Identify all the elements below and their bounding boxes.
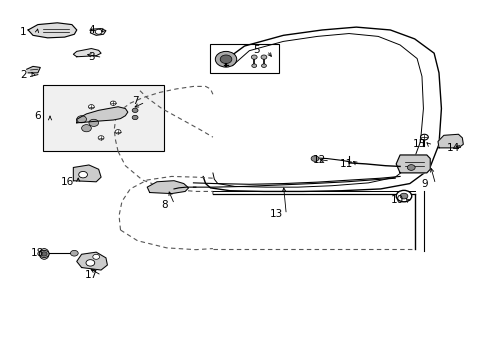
Ellipse shape — [39, 249, 49, 259]
Circle shape — [79, 171, 87, 178]
Text: 7: 7 — [132, 96, 138, 107]
Polygon shape — [395, 155, 429, 173]
Circle shape — [395, 190, 411, 202]
Polygon shape — [90, 28, 106, 35]
FancyBboxPatch shape — [210, 44, 278, 73]
Circle shape — [132, 115, 138, 120]
Circle shape — [132, 108, 138, 112]
Text: 9: 9 — [420, 179, 427, 189]
Circle shape — [407, 165, 414, 170]
Circle shape — [220, 55, 231, 64]
Text: 14: 14 — [446, 143, 459, 153]
Circle shape — [39, 250, 49, 257]
Polygon shape — [27, 66, 40, 73]
Text: 11: 11 — [339, 159, 352, 169]
Text: 8: 8 — [161, 200, 167, 210]
Circle shape — [88, 105, 94, 109]
Circle shape — [310, 156, 318, 161]
Text: 3: 3 — [88, 52, 95, 62]
Polygon shape — [73, 49, 101, 57]
Text: 2: 2 — [20, 69, 26, 80]
Circle shape — [261, 55, 266, 59]
Text: 17: 17 — [84, 270, 98, 280]
Polygon shape — [28, 23, 77, 38]
Circle shape — [86, 260, 95, 266]
Circle shape — [115, 130, 121, 134]
Circle shape — [70, 250, 78, 256]
Text: 13: 13 — [269, 209, 282, 219]
FancyBboxPatch shape — [42, 85, 164, 152]
Polygon shape — [77, 252, 107, 270]
Circle shape — [251, 55, 257, 59]
Polygon shape — [73, 165, 101, 182]
Circle shape — [89, 119, 99, 126]
Circle shape — [93, 254, 100, 259]
Circle shape — [95, 29, 102, 34]
Circle shape — [420, 134, 427, 140]
Circle shape — [215, 51, 236, 67]
Circle shape — [41, 252, 47, 256]
Polygon shape — [77, 107, 127, 123]
Circle shape — [110, 101, 116, 105]
Circle shape — [98, 136, 104, 140]
Text: 10: 10 — [390, 195, 404, 204]
Circle shape — [399, 193, 407, 199]
Circle shape — [81, 125, 91, 132]
Circle shape — [251, 64, 256, 67]
Text: 15: 15 — [412, 139, 426, 149]
Text: 12: 12 — [313, 156, 326, 165]
Circle shape — [261, 64, 266, 67]
Polygon shape — [147, 181, 188, 194]
Text: 4: 4 — [88, 25, 95, 35]
Text: 5: 5 — [253, 45, 260, 55]
Text: 18: 18 — [31, 248, 44, 258]
Text: 1: 1 — [20, 27, 26, 37]
Polygon shape — [437, 134, 462, 148]
Text: 6: 6 — [35, 111, 41, 121]
Text: 16: 16 — [61, 177, 74, 187]
Circle shape — [77, 116, 86, 123]
